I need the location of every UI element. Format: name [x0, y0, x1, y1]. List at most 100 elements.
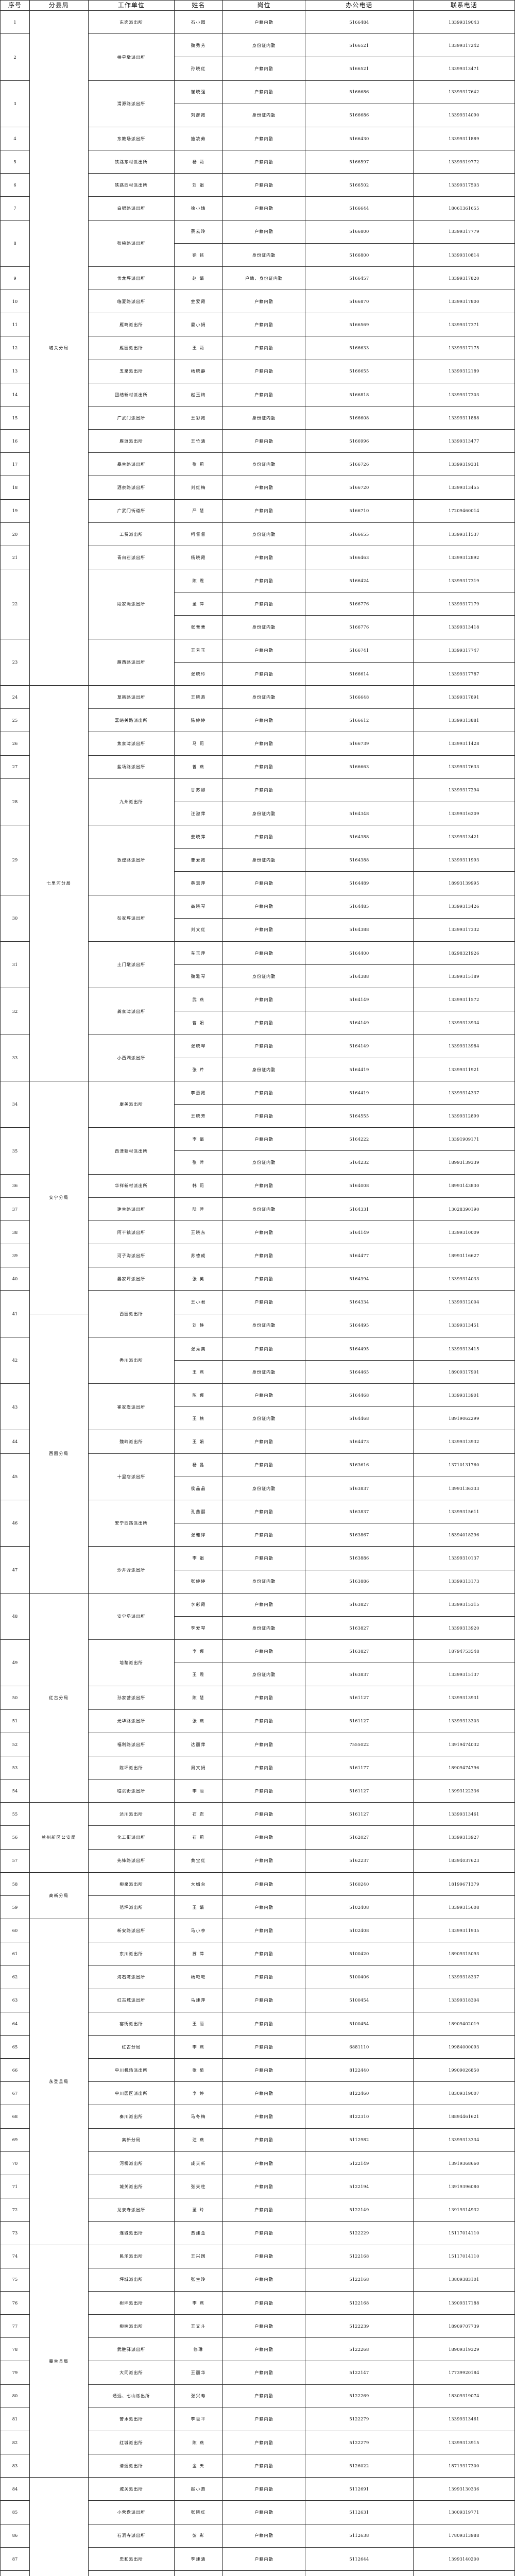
table-row[interactable]: 16 雁滩派出所 王竹清 户籍内勤 5166996 13399313477: [0, 429, 515, 453]
table-row[interactable]: 60 永登县局 新安路派出所 马小亭 户籍内勤 5102408 13399311935: [0, 1919, 515, 2245]
table-row[interactable]: 14 团结新村派出所 赵玉梅 户籍内勤 5166818 13399317303: [0, 382, 515, 406]
table-row[interactable]: 67 中川园区派出所李 婷户籍内勤 8122460 18309319007: [0, 2081, 515, 2106]
table-row[interactable]: 18 酒泉路派出所 刘红梅 户籍内勤 5166720 13399313455: [0, 476, 515, 500]
table-row[interactable]: 5 铁路东村派出所杨 莉户籍内勤 5166597 13399319772: [0, 150, 515, 174]
table-row[interactable]: 54 临洮街派出所李 丽户籍内勤 5161127 13993122336: [0, 1779, 515, 1803]
table-row[interactable]: 张菁菁 身份证内勤 5166776 13399313418: [1, 615, 515, 639]
table-row[interactable]: 王 燕身份证内勤 5164465 18909317901: [1, 1360, 515, 1384]
table-row[interactable]: 80 通远、七山派出所 张兴寿 户籍内勤 5122269 18309319074: [0, 2384, 515, 2408]
table-row[interactable]: 52 福利路派出所 达丽萍 户籍内勤 7555022 13919474032: [0, 1732, 515, 1756]
table-row[interactable]: 张 芹身份证内勤 5164419 13399311921: [1, 1057, 515, 1081]
table-row[interactable]: 70 河桥派出所 成天新 户籍内勤 5122149 13919368660: [0, 2151, 515, 2175]
table-row[interactable]: 62 海石湾派出所 杨艳艳 户籍内勤 5100406 13399318337: [0, 1965, 515, 1989]
table-row[interactable]: 83 清远派出所金 天户籍内勤 5126022 18719317300: [0, 2454, 515, 2478]
table-row[interactable]: 32 龚家湾派出所武 燕户籍内勤 5164149 13399311572: [0, 988, 515, 1035]
table-row[interactable]: 79 大同派出所 王丽华 户籍内勤 5122147 17739920184: [0, 2361, 515, 2385]
table-row[interactable]: 74 皋兰县局 民乐派出所 王兴国 户籍内勤 5122168 15117014110: [0, 2244, 515, 2478]
table-row[interactable]: 21 青白石派出所 杨晓霞 户籍内勤 5166463 13399312892: [0, 545, 515, 570]
table-row[interactable]: 37 建兰路派出所陆 萍身份证内勤 5164331 13028390190: [0, 1197, 515, 1221]
table-row[interactable]: 17 皋兰路派出所张 莉身份证内勤 5166726 13399319331: [0, 452, 515, 477]
table-row[interactable]: 王 楠身份证内勤 5164468 18919062299: [1, 1406, 515, 1431]
table-row[interactable]: 78 武胜驿派出所 修琳 户籍内勤 5122268 18909319329: [0, 2337, 515, 2362]
table-row[interactable]: 85 小营盘派出所 张晓红 户籍内勤 5112631 13009319771: [0, 2500, 515, 2524]
table-row[interactable]: 76 树坪派出所李 燕户籍内勤 5122168 13909317188: [0, 2291, 515, 2315]
table-row[interactable]: 13 五泉派出所 杨晓静 户籍内勤 5166655 13399312189: [0, 359, 515, 383]
table-row[interactable]: 4 东教场派出所 施凌茹 户籍内勤 5166430 13399311889: [0, 126, 515, 151]
table-row[interactable]: 84榆中县局城关派出所赵小燕户籍内勤511269113993130336: [0, 2477, 515, 2576]
table-row[interactable]: 43 崔家崖派出所陈 娜户籍内勤 5164468 13399313901: [0, 1383, 515, 1431]
table-row[interactable]: 30 彭家坪派出所 高晓琴 户籍内勤 5164485 13399313426: [0, 894, 515, 942]
table-row[interactable]: 20 工贸派出所 柯督督 身份证内勤 5166655 13399311537: [0, 522, 515, 546]
table-row[interactable]: 10 临夏路派出所 金爱霞 户籍内勤 5166870 13399317800: [0, 290, 515, 314]
table-row[interactable]: 24 七里河分局 草新路派出所 王晓燕 身份证内勤 5166648 13399317891: [0, 685, 515, 1081]
table-row[interactable]: 39 河子沟派出所 苏徳成 户籍内勤 5164477 18993116627: [0, 1244, 515, 1268]
table-row[interactable]: 12 雁园派出所王 莉户籍内勤 5166633 13399317175: [0, 336, 515, 360]
table-row[interactable]: 87 忠和派出所 李建清 户籍内勤 5112644 13993140200: [0, 2547, 515, 2571]
table-row[interactable]: 59 范坪派出所王 娟户籍内勤 5102408 13399315608: [0, 1895, 515, 1920]
table-row[interactable]: 64 窑街派出所王 丽户籍内勤 5100454 18909402019: [0, 2011, 515, 2036]
table-row[interactable]: 41 西园派出所 王小君 户籍内勤 5164334 13399312004: [0, 1290, 515, 1337]
table-row[interactable]: 19 广武门街道所严 慧户籍内勤 5166710 17209460014: [0, 499, 515, 523]
table-row[interactable]: 82 红城派出所陈 燕户籍内勤 5122279 13399313915: [0, 2430, 515, 2455]
table-row[interactable]: 50 孙家营派出所陈 慧户籍内勤 5161127 13399313931: [0, 1686, 515, 1710]
table-row[interactable]: 40 晏家坪派出所张 英户籍内勤 5164394 13399314033: [0, 1267, 515, 1291]
table-row[interactable]: 63 红古城派出所 马建萍 户籍内勤 5100454 13399318304: [0, 1988, 515, 2012]
table-row[interactable]: 51 光华路派出所张 燕户籍内勤 5161127 13399313303: [0, 1709, 515, 1733]
table-row[interactable]: 董 萍户籍内勤 5166776 13399317179: [1, 592, 515, 616]
table-row[interactable]: 77 柳树派出所 王文斗 户籍内勤 5122239 18909707739: [0, 2314, 515, 2338]
table-row[interactable]: 蔡慧萍 户籍内勤 5164489 18993139995: [1, 871, 515, 895]
table-row[interactable]: 73 连城派出所 黄建金 户籍内勤 5122229 15117014110: [0, 2221, 515, 2245]
table-row[interactable]: 刘彦霞 身份证内勤 5166686 13399314090: [1, 103, 515, 127]
table-row[interactable]: 3 渭源路派出所 崔晓强 户籍内勤 5166686 13399317642: [0, 80, 515, 127]
table-row[interactable]: 2 拱星墩派出所 魏秀芳 身份证内勤 5166521 13399317242: [0, 33, 515, 81]
table-row[interactable]: 曹 娟户籍内勤 5164149 13399313934: [1, 1011, 515, 1035]
table-row[interactable]: 58 高新分局 柳泉派出所 大娟台 户籍内勤 5160240 18199671379: [0, 1872, 515, 1920]
table-row[interactable]: 71 城关派出所 张天柱 户籍内勤 5122194 13919396080: [0, 2174, 515, 2199]
table-row[interactable]: 孙晓红 户籍内勤 5166521 13399313471: [1, 57, 515, 81]
table-row[interactable]: 张晓玲 户籍内勤 5166614 13399317787: [1, 662, 515, 686]
table-row[interactable]: 1 城关分局 东岗派出所 石小园 户籍内勤 5166484 13399319043: [0, 10, 515, 686]
table-row[interactable]: 49 培黎派出所李 娜户籍内勤 5163827 18794753548: [0, 1639, 515, 1687]
table-row[interactable]: 25 嘉峪关路派出所 陈婷婷 户籍内勤 5166612 13399313881: [0, 708, 515, 733]
table-row[interactable]: 汪淑萍 身份证内勤 5164348 13399316209: [1, 801, 515, 826]
table-row[interactable]: 44 魏岭派出所王 娟户籍内勤 5164473 13399313932: [0, 1430, 515, 1454]
table-row[interactable]: 61 东川派出所苏 萍户籍内勤 5100420 18909315093: [0, 1942, 515, 1966]
table-row[interactable]: 35 西津新村派出所李 娟户籍内勤 5164222 13391909171: [0, 1127, 515, 1175]
table-row[interactable]: 72 龙泉寺派出所董 玲户籍内勤 5122149 13919314932: [0, 2198, 515, 2222]
table-row[interactable]: 45 十里店派出所杨 晶户籍内勤 5163616 13710131760: [0, 1453, 515, 1501]
table-row[interactable]: 侯晶晶 身份证内勤 5163837 13993136333: [1, 1476, 515, 1501]
table-row[interactable]: 28 九州派出所 甘苏娜 户籍内勤 13399317294: [0, 778, 515, 826]
table-row[interactable]: 46 安宁西路派出所 孔燕囍 户籍内勤 5163837 13399315611: [0, 1499, 515, 1547]
table-row[interactable]: 55 兰州新区公安局 达川派出所石 岩户籍内勤 5161127 13399313461: [0, 1802, 515, 1873]
table-row[interactable]: 22 段家滩派出所陈 霞户籍内勤 5166424 13399317319: [0, 569, 515, 639]
table-row[interactable]: 31 土门墩派出所 车玉萍 户籍内勤 5164400 18298321926: [0, 941, 515, 989]
table-row[interactable]: 34 安宁分局 康美派出所 李惠霞 户籍内勤 5164419 13399314337: [0, 1080, 515, 1314]
table-row[interactable]: 38 阿干镇派出所 王晓东 户籍内勤 5164149 13399310009: [0, 1220, 515, 1245]
table-row[interactable]: 53 陈坪派出所 周文娟 户籍内勤 5161177 18909474796: [0, 1755, 515, 1780]
table-row[interactable]: 张婷婷 身份证内勤 5163886 13399313173: [1, 1569, 515, 1594]
table-row[interactable]: 西固分局刘 静身份证内勤 5164495 13399313451: [1, 1313, 515, 1594]
table-row[interactable]: 48 红古分局 安宁堡派出所 李彩霞 户籍内勤 5163827 13399315315: [0, 1592, 515, 1803]
table-row[interactable]: 47 沙井驿派出所李 娟户籍内勤 5163886 13399310137: [0, 1546, 515, 1594]
table-row[interactable]: 魏雅琴 身份证内勤 5164388 13399315189: [1, 964, 515, 989]
table-row[interactable]: 75 坪城派出所 张生玲 户籍内勤 5122168 13809383101: [0, 2267, 515, 2292]
table-row[interactable]: 曹爱霞 身份证内勤 5164388 13399311993: [1, 848, 515, 872]
table-row[interactable]: 23 雁西路派出所 王芳玉 户籍内勤 5166741 13399317747: [0, 638, 515, 686]
table-row[interactable]: 徐 铭身份证内勤 5166800 13399310814: [1, 243, 515, 267]
table-row[interactable]: 8 张掖路派出所 蔡云玲 户籍内勤 5166800 13399317779: [0, 219, 515, 267]
table-row[interactable]: 42 秀川派出所 张秀英 户籍内勤 5164495 13399313415: [0, 1336, 515, 1384]
table-row[interactable]: 56 化工街派出所石 莉户籍内勤 5162027 13399313927: [0, 1825, 515, 1850]
table-row[interactable]: 11 雁鸣派出所 晏小娟 户籍内勤 5166569 13399317371: [0, 313, 515, 337]
table-row[interactable]: 88 什川派出所苏兴业户籍内勤511264818809318603: [0, 2570, 515, 2576]
table-row[interactable]: 36 华祥新村派出所韩 莉户籍内勤 5164008 18993143830: [0, 1174, 515, 1198]
table-row[interactable]: 刘文红 户籍内勤 5164388 13399317332: [1, 918, 515, 942]
table-row[interactable]: 29 敦煌路派出所 姜晓萍 户籍内勤 5164388 13399313421: [0, 825, 515, 895]
table-row[interactable]: 69 高新分局汪 燕户籍内勤 5112982 13399313334: [0, 2128, 515, 2152]
table-row[interactable]: 66 中川机场派出所张 菊户籍内勤 8122440 19909026850: [0, 2058, 515, 2082]
table-row[interactable]: 15 广武门派出所 王彩霞 身份证内勤 5166608 13399311888: [0, 405, 515, 430]
table-row[interactable]: 33 小西湖派出所 张晓琴 户籍内勤 5164149 13399313984: [0, 1034, 515, 1081]
table-row[interactable]: 张雅婷 户籍内勤 5163867 18394018296: [1, 1523, 515, 1547]
table-row[interactable]: 86 石洞寺派出所彭 彩户籍内勤 5112638 17809313988: [0, 2523, 515, 2548]
table-row[interactable]: 9 伏龙坪派出所赵 娟户籍、身份证内勤 5166457 13399317820: [0, 266, 515, 291]
table-row[interactable]: 李爱琴 身份证内勤 5163827 13399313920: [1, 1616, 515, 1640]
